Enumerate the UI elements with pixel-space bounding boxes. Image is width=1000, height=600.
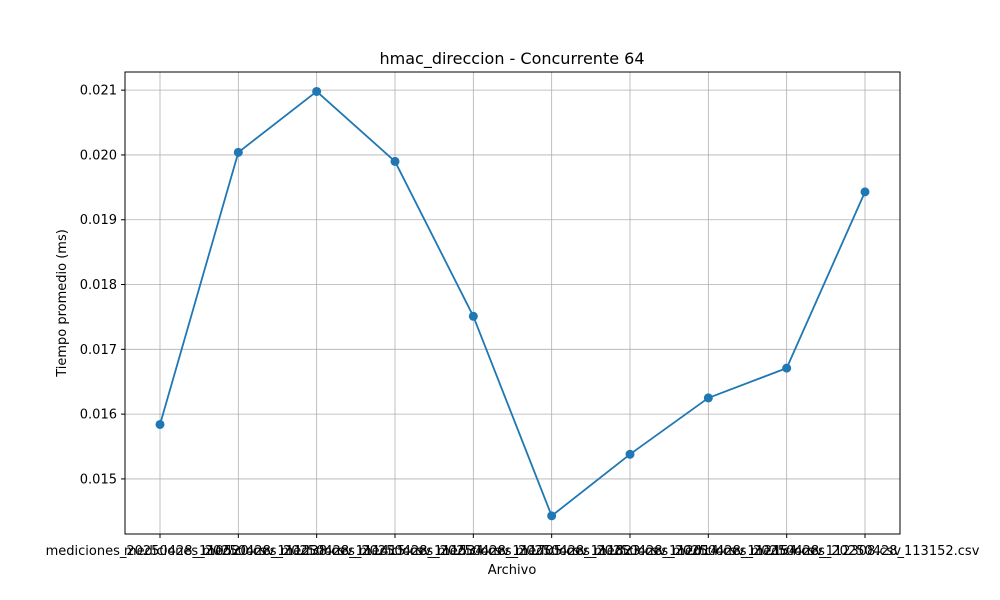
data-series (155, 86, 870, 521)
x-tick-label: mediciones_20250428_111238.csv (124, 544, 353, 559)
x-tick-label: mediciones_20250428_112014.csv (516, 544, 745, 559)
data-point (547, 511, 557, 521)
data-point (782, 363, 792, 373)
data-point (312, 86, 322, 96)
x-tick-label: mediciones_20250428_111823.csv (437, 544, 666, 559)
data-point (860, 187, 870, 197)
y-tick-label: 0.019 (80, 213, 117, 228)
x-tick-label: mediciones_20250428_111705.csv (359, 544, 588, 559)
x-tick-label: mediciones_20250428_112154.csv (594, 544, 823, 559)
series-line (159, 90, 866, 517)
y-tick-label: 0.015 (80, 472, 117, 487)
chart-title: hmac_direccion - Concurrente 64 (379, 49, 644, 69)
data-point (468, 311, 478, 321)
data-point (155, 419, 165, 429)
x-tick-label: mediciones_20250428_110520.csv (46, 544, 275, 559)
y-tick-label: 0.016 (80, 408, 117, 423)
x-tick-label: mediciones_20250428_112308.csv (672, 544, 901, 559)
x-axis-label: Archivo (488, 563, 537, 578)
y-tick-label: 0.018 (80, 278, 117, 293)
y-axis-label: Tiempo promedio (ms) (55, 229, 70, 378)
x-tick-label: mediciones_20250428_111415.csv (202, 544, 431, 559)
axis-ticks: 0.015 0.016 0.017 0.018 0.019 0.020 0.021 medic… (46, 84, 980, 559)
plot-frame (124, 71, 901, 535)
data-point (390, 156, 400, 166)
y-tick-label: 0.017 (80, 343, 117, 358)
data-point (233, 147, 243, 157)
x-tick-label: mediciones_20250428_113152.csv (751, 544, 980, 559)
y-tick-label: 0.020 (80, 148, 117, 163)
data-point (625, 449, 635, 459)
x-tick-label: mediciones_20250428_111534.csv (281, 544, 510, 559)
y-tick-label: 0.021 (80, 84, 117, 99)
data-point (703, 393, 713, 403)
